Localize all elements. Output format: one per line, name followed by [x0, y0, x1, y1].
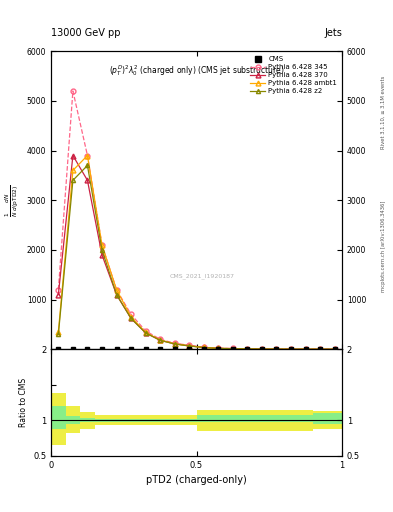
Pythia 6.428 ambt1 — [71, 167, 75, 174]
Pythia 6.428 z2 — [129, 315, 134, 322]
Pythia 6.428 370 — [114, 291, 119, 297]
Pythia 6.428 370 — [202, 345, 206, 351]
Pythia 6.428 z2 — [260, 346, 264, 352]
Pythia 6.428 370 — [187, 343, 192, 349]
Pythia 6.428 z2 — [303, 346, 308, 352]
Text: $(p_T^D)^2\lambda_0^2$ (charged only) (CMS jet substructure): $(p_T^D)^2\lambda_0^2$ (charged only) (C… — [108, 63, 285, 78]
Pythia 6.428 ambt1 — [245, 346, 250, 352]
Pythia 6.428 345 — [332, 346, 337, 352]
Pythia 6.428 345 — [260, 346, 264, 352]
Pythia 6.428 ambt1 — [143, 329, 148, 335]
Pythia 6.428 z2 — [85, 162, 90, 168]
Pythia 6.428 ambt1 — [202, 345, 206, 351]
Legend: CMS, Pythia 6.428 345, Pythia 6.428 370, Pythia 6.428 ambt1, Pythia 6.428 z2: CMS, Pythia 6.428 345, Pythia 6.428 370,… — [249, 55, 338, 96]
Pythia 6.428 z2 — [289, 346, 294, 352]
Pythia 6.428 370 — [56, 291, 61, 297]
Text: 13000 GeV pp: 13000 GeV pp — [51, 28, 121, 38]
Pythia 6.428 370 — [85, 177, 90, 183]
Pythia 6.428 345 — [187, 342, 192, 348]
Pythia 6.428 370 — [245, 346, 250, 352]
Y-axis label: $\frac{1}{N}\,\frac{dN}{d(\mathrm{pTD2})}$: $\frac{1}{N}\,\frac{dN}{d(\mathrm{pTD2})… — [4, 184, 21, 217]
X-axis label: pTD2 (charged-only): pTD2 (charged-only) — [146, 475, 247, 485]
Pythia 6.428 370 — [100, 252, 105, 258]
Pythia 6.428 345 — [158, 336, 163, 343]
Pythia 6.428 z2 — [173, 341, 177, 347]
Pythia 6.428 345 — [100, 242, 105, 248]
Pythia 6.428 370 — [303, 346, 308, 352]
Pythia 6.428 ambt1 — [274, 346, 279, 352]
Pythia 6.428 z2 — [56, 331, 61, 337]
Pythia 6.428 ambt1 — [216, 345, 221, 351]
Text: CMS_2021_I1920187: CMS_2021_I1920187 — [170, 274, 235, 280]
Pythia 6.428 345 — [71, 88, 75, 94]
Pythia 6.428 z2 — [216, 345, 221, 351]
Pythia 6.428 345 — [216, 345, 221, 351]
Text: mcplots.cern.ch [arXiv:1306.3436]: mcplots.cern.ch [arXiv:1306.3436] — [381, 200, 386, 291]
Pythia 6.428 ambt1 — [289, 346, 294, 352]
Pythia 6.428 ambt1 — [129, 314, 134, 320]
Pythia 6.428 ambt1 — [318, 346, 323, 352]
Pythia 6.428 z2 — [274, 346, 279, 352]
Pythia 6.428 345 — [202, 344, 206, 350]
Pythia 6.428 345 — [56, 287, 61, 293]
Pythia 6.428 z2 — [187, 343, 192, 349]
Pythia 6.428 ambt1 — [158, 337, 163, 343]
Pythia 6.428 345 — [173, 340, 177, 346]
Pythia 6.428 370 — [231, 346, 235, 352]
Pythia 6.428 345 — [85, 153, 90, 159]
Pythia 6.428 370 — [71, 153, 75, 159]
Pythia 6.428 ambt1 — [173, 340, 177, 347]
Pythia 6.428 ambt1 — [303, 346, 308, 352]
Pythia 6.428 345 — [143, 328, 148, 334]
Pythia 6.428 370 — [129, 315, 134, 322]
Text: Jets: Jets — [324, 28, 342, 38]
Pythia 6.428 z2 — [158, 337, 163, 344]
Pythia 6.428 345 — [245, 346, 250, 352]
Pythia 6.428 345 — [114, 287, 119, 293]
Pythia 6.428 345 — [274, 346, 279, 352]
Pythia 6.428 z2 — [318, 346, 323, 352]
Pythia 6.428 ambt1 — [56, 329, 61, 335]
Pythia 6.428 ambt1 — [231, 346, 235, 352]
Pythia 6.428 ambt1 — [332, 346, 337, 352]
Pythia 6.428 z2 — [143, 330, 148, 336]
Pythia 6.428 z2 — [332, 346, 337, 352]
Pythia 6.428 370 — [173, 340, 177, 347]
Pythia 6.428 370 — [318, 346, 323, 352]
Y-axis label: Ratio to CMS: Ratio to CMS — [18, 378, 28, 427]
Pythia 6.428 370 — [289, 346, 294, 352]
Pythia 6.428 z2 — [114, 291, 119, 297]
Pythia 6.428 370 — [274, 346, 279, 352]
Pythia 6.428 345 — [231, 346, 235, 352]
Pythia 6.428 z2 — [71, 177, 75, 183]
Pythia 6.428 370 — [332, 346, 337, 352]
Pythia 6.428 z2 — [100, 247, 105, 253]
Pythia 6.428 345 — [129, 311, 134, 317]
Pythia 6.428 345 — [303, 346, 308, 352]
Pythia 6.428 ambt1 — [85, 153, 90, 159]
Pythia 6.428 370 — [158, 337, 163, 344]
Pythia 6.428 ambt1 — [100, 242, 105, 248]
Pythia 6.428 ambt1 — [187, 343, 192, 349]
Line: Pythia 6.428 ambt1: Pythia 6.428 ambt1 — [56, 153, 337, 352]
Pythia 6.428 370 — [216, 345, 221, 351]
Line: Pythia 6.428 370: Pythia 6.428 370 — [56, 153, 337, 352]
Pythia 6.428 z2 — [202, 345, 206, 351]
Pythia 6.428 345 — [318, 346, 323, 352]
Pythia 6.428 z2 — [245, 346, 250, 352]
Text: Rivet 3.1.10, ≥ 3.1M events: Rivet 3.1.10, ≥ 3.1M events — [381, 76, 386, 150]
Pythia 6.428 z2 — [231, 346, 235, 352]
Pythia 6.428 ambt1 — [114, 287, 119, 293]
Pythia 6.428 370 — [260, 346, 264, 352]
Pythia 6.428 345 — [289, 346, 294, 352]
Line: Pythia 6.428 345: Pythia 6.428 345 — [56, 89, 337, 352]
Pythia 6.428 370 — [143, 330, 148, 336]
Line: Pythia 6.428 z2: Pythia 6.428 z2 — [56, 163, 337, 351]
Pythia 6.428 ambt1 — [260, 346, 264, 352]
